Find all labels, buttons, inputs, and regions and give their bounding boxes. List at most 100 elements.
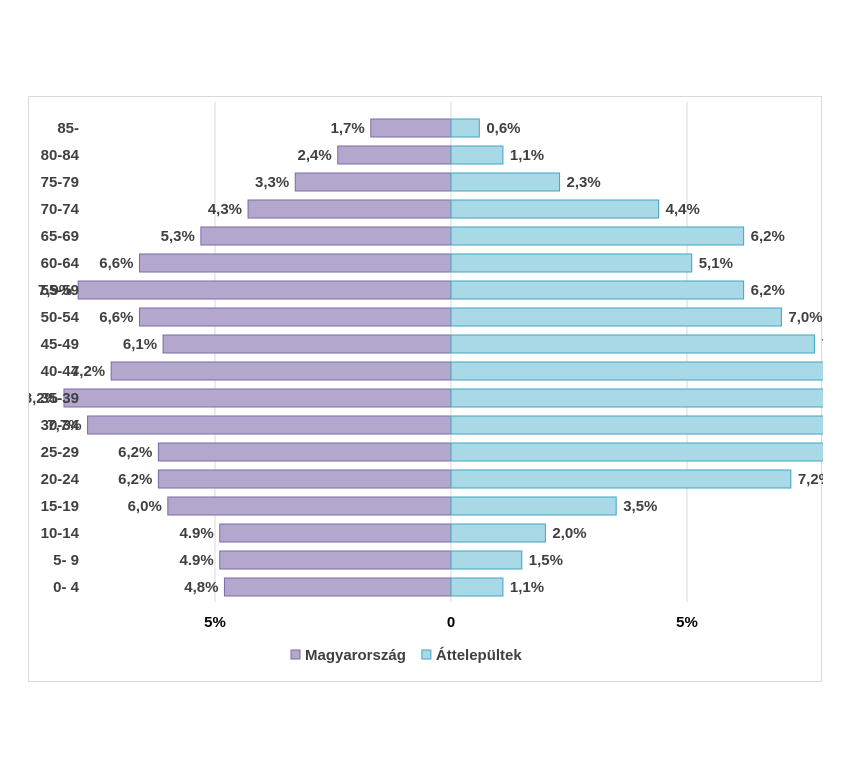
data-label: 1,5% — [529, 552, 563, 569]
legend-swatch — [421, 649, 432, 660]
x-tick-label: 5% — [676, 614, 698, 631]
data-label: 1,7% — [331, 120, 365, 137]
data-label: 3,3% — [255, 174, 289, 191]
bar-attelepultek — [450, 172, 561, 192]
category-label: 30-34 — [41, 417, 80, 434]
data-label: 4,4% — [666, 201, 700, 218]
legend-swatch — [290, 649, 301, 660]
data-label: 2,3% — [567, 174, 601, 191]
bar-magyarorszag — [219, 523, 452, 543]
bar-attelepultek — [450, 523, 546, 543]
bar-attelepultek — [450, 334, 815, 354]
bar-attelepultek — [450, 199, 660, 219]
data-label: 3,5% — [623, 498, 657, 515]
chart-frame: 1,7% 0,6% 2,4% 1,1% 3,3% 2,3% 4,3% 4,4% 5,3% 6,2%… — [28, 96, 823, 682]
bar-attelepultek — [450, 361, 823, 381]
bar-magyarorszag — [110, 361, 452, 381]
bars — [63, 118, 823, 597]
bar-magyarorszag — [157, 469, 452, 489]
category-label: 55-59 — [41, 282, 79, 299]
category-label: 80-84 — [41, 147, 80, 164]
bar-attelepultek — [450, 442, 823, 462]
data-label: 4.9% — [180, 525, 214, 542]
data-label: 4,8% — [184, 579, 218, 596]
data-label: 4,3% — [208, 201, 242, 218]
data-label: 6,0% — [128, 498, 162, 515]
data-label: 6,6% — [99, 309, 133, 326]
data-label: 1,1% — [510, 147, 544, 164]
category-label: 70-74 — [41, 201, 80, 218]
bar-magyarorszag — [167, 496, 452, 516]
data-label: 7,2% — [798, 471, 823, 488]
data-label: 7,7% — [821, 336, 823, 353]
category-label: 25-29 — [41, 444, 79, 461]
data-label: 6,6% — [99, 255, 133, 272]
data-label: 7,9% — [38, 282, 72, 299]
bar-magyarorszag — [87, 415, 452, 435]
category-label: 40-44 — [41, 363, 80, 380]
category-label: 45-49 — [41, 336, 79, 353]
data-label: 5,3% — [161, 228, 195, 245]
bar-magyarorszag — [157, 442, 452, 462]
x-tick-label: 0 — [447, 614, 455, 631]
category-label: 60-64 — [41, 255, 80, 272]
legend: Magyarország Áttelepültek — [290, 647, 523, 664]
bar-magyarorszag — [219, 550, 452, 570]
data-label: 8,2% — [29, 390, 58, 407]
data-label: 4.9% — [180, 552, 214, 569]
bar-magyarorszag — [200, 226, 452, 246]
bar-magyarorszag — [337, 145, 452, 165]
data-label: 7,0% — [788, 309, 822, 326]
bar-attelepultek — [450, 469, 792, 489]
category-label: 0- 4 — [53, 579, 80, 596]
data-label: 6,2% — [118, 444, 152, 461]
category-label: 35-39 — [41, 390, 79, 407]
data-labels: 1,7% 0,6% 2,4% 1,1% 3,3% 2,3% 4,3% 4,4% 5,3% 6,2%… — [29, 120, 823, 596]
bar-magyarorszag — [63, 388, 452, 408]
data-label: 6,2% — [751, 282, 785, 299]
bar-magyarorszag — [138, 307, 452, 327]
bar-attelepultek — [450, 280, 745, 300]
bar-magyarorszag — [162, 334, 452, 354]
bar-magyarorszag — [77, 280, 452, 300]
bar-attelepultek — [450, 577, 504, 597]
category-label: 20-24 — [41, 471, 80, 488]
category-label: 10-14 — [41, 525, 80, 542]
category-label: 5- 9 — [53, 552, 79, 569]
bar-attelepultek — [450, 118, 480, 138]
x-tick-label: 5% — [204, 614, 226, 631]
category-label: 65-69 — [41, 228, 79, 245]
bar-attelepultek — [450, 550, 523, 570]
bar-magyarorszag — [247, 199, 452, 219]
value-axis: 15%10%5%05%10%15% — [204, 614, 698, 631]
category-label: 75-79 — [41, 174, 79, 191]
data-label: 0,6% — [486, 120, 520, 137]
bar-attelepultek — [450, 415, 823, 435]
bar-magyarorszag — [223, 577, 452, 597]
bar-attelepultek — [450, 496, 617, 516]
legend-label: Áttelepültek — [436, 647, 523, 664]
bar-attelepultek — [450, 226, 745, 246]
data-label: 7,2% — [71, 363, 105, 380]
category-label: 50-54 — [41, 309, 80, 326]
data-label: 5,1% — [699, 255, 733, 272]
data-label: 7,7% — [47, 417, 81, 434]
category-label: 85- — [57, 120, 79, 137]
bar-attelepultek — [450, 307, 782, 327]
category-axis: 85- 80-84 75-79 70-74 65-69 60-64 55-59 50-54 45… — [41, 120, 80, 596]
data-label: 2,4% — [298, 147, 332, 164]
bar-magyarorszag — [138, 253, 452, 273]
data-label: 2,0% — [552, 525, 586, 542]
population-pyramid-chart: 1,7% 0,6% 2,4% 1,1% 3,3% 2,3% 4,3% 4,4% 5,3% 6,2%… — [29, 102, 823, 664]
legend-label: Magyarország — [305, 647, 406, 664]
bar-attelepultek — [450, 145, 504, 165]
data-label: 6,2% — [118, 471, 152, 488]
bar-magyarorszag — [294, 172, 452, 192]
data-label: 1,1% — [510, 579, 544, 596]
bar-attelepultek — [450, 253, 693, 273]
bar-attelepultek — [450, 388, 823, 408]
data-label: 6,1% — [123, 336, 157, 353]
category-label: 15-19 — [41, 498, 79, 515]
bar-magyarorszag — [370, 118, 452, 138]
data-label: 6,2% — [751, 228, 785, 245]
